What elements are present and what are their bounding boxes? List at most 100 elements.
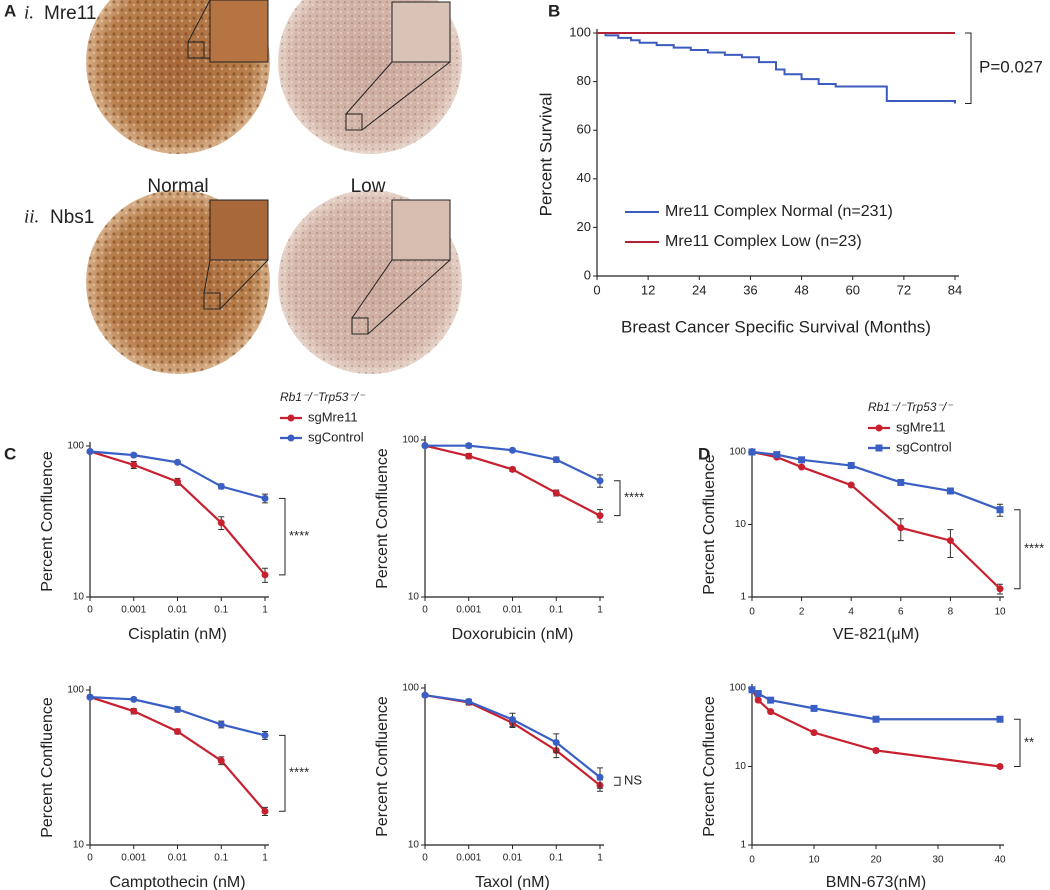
legend-label: sgMre11 <box>308 409 358 424</box>
bracket <box>614 480 621 517</box>
bracket <box>279 734 286 812</box>
line <box>751 689 1001 768</box>
y-axis-label: Percent Confluence <box>39 451 56 592</box>
y-tick-label: 40 <box>577 170 591 185</box>
axis <box>751 684 1004 846</box>
x-tick-label: 24 <box>692 282 706 297</box>
y-tick-label: 1 <box>740 840 746 851</box>
line <box>89 696 266 813</box>
x-tick-label: 0.001 <box>121 853 146 864</box>
annotation: P=0.027 <box>979 58 1043 77</box>
chart: 10 100 0 0.001 0.01 0.1 1 Camptothecin (nM) Perc… <box>39 685 309 890</box>
point <box>897 478 905 486</box>
x-tick-label: 0.001 <box>121 605 146 616</box>
x-tick-label: 4 <box>848 607 854 618</box>
point <box>261 571 269 579</box>
legend-title: Rb1⁻/⁻Trp53⁻/⁻ <box>280 390 366 404</box>
x-tick-label: 84 <box>948 282 962 297</box>
point <box>798 456 806 464</box>
annotation: **** <box>1024 541 1044 556</box>
x-tick-label: 6 <box>898 607 904 618</box>
point <box>217 482 225 490</box>
x-tick-label: 10 <box>808 855 820 866</box>
point <box>174 458 181 466</box>
point <box>86 447 94 455</box>
x-axis-label: Breast Cancer Specific Survival (Months) <box>621 317 931 336</box>
point <box>996 506 1004 514</box>
panel-a: A i. Mre11 ii. Nbs1 Normal Low <box>4 0 462 374</box>
panel-label: C <box>4 444 16 463</box>
bracket <box>279 497 286 576</box>
y-tick-label: 20 <box>577 219 591 234</box>
x-axis-label: VE-821(μM) <box>833 626 920 643</box>
line <box>751 450 1001 511</box>
point <box>552 489 560 497</box>
point <box>217 720 225 728</box>
axis <box>424 436 604 598</box>
x-tick-label: 36 <box>743 282 757 297</box>
line <box>89 450 266 576</box>
chart: 10 100 0 0.001 0.01 0.1 1 Doxorubicin (nM) Perce… <box>374 435 644 644</box>
x-axis-label: Taxol (nM) <box>475 874 550 890</box>
x-tick-label: 30 <box>932 855 944 866</box>
annotation: ** <box>1024 734 1034 749</box>
x-tick-label: 0.1 <box>549 605 563 616</box>
y-axis-label: Percent Confluence <box>701 454 718 595</box>
annotation: NS <box>624 773 642 788</box>
x-tick-label: 0 <box>422 605 428 616</box>
y-axis-label: Percent Confluence <box>39 697 56 838</box>
column-label: Low <box>351 176 386 197</box>
point <box>509 716 516 724</box>
x-tick-label: 0.1 <box>549 853 563 864</box>
point <box>130 695 138 703</box>
row-label: Mre11 <box>44 3 96 24</box>
point <box>754 696 762 704</box>
point <box>261 807 269 815</box>
point <box>767 696 775 704</box>
panel-label: D <box>698 444 710 463</box>
y-tick-label: 100 <box>402 683 419 694</box>
point <box>552 738 560 746</box>
point <box>465 442 473 450</box>
line <box>424 694 601 787</box>
y-tick-label: 100 <box>729 683 746 694</box>
y-tick-label: 100 <box>569 24 591 39</box>
x-tick-label: 0.01 <box>168 853 188 864</box>
y-tick-label: 10 <box>73 840 85 851</box>
y-tick-label: 10 <box>73 592 85 603</box>
annotation: **** <box>289 765 309 780</box>
x-tick-label: 0 <box>422 853 428 864</box>
x-tick-label: 0 <box>593 282 600 297</box>
point <box>465 452 473 460</box>
point <box>996 585 1004 593</box>
point <box>847 481 855 489</box>
point <box>174 727 181 735</box>
legend-box <box>615 196 960 258</box>
point <box>261 494 269 502</box>
axis <box>424 684 604 846</box>
bracket <box>614 776 621 786</box>
legend-marker <box>875 444 883 452</box>
legend-marker <box>875 424 883 432</box>
legend-marker <box>287 434 295 442</box>
annotation: **** <box>289 528 309 543</box>
x-tick-label: 60 <box>845 282 859 297</box>
chart: D 1 10 100 0 2 4 6 8 10 VE-821(μM) Percent Confluen… <box>698 400 1044 643</box>
point <box>421 442 429 450</box>
line <box>751 688 1000 721</box>
x-tick-label: 10 <box>994 607 1006 618</box>
point <box>767 708 775 716</box>
point <box>130 707 138 715</box>
row-label: Nbs1 <box>50 207 94 228</box>
y-tick-label: 100 <box>729 447 746 458</box>
legend-label: Mre11 Complex Normal (n=231) <box>665 203 893 220</box>
y-tick-label: 10 <box>408 840 420 851</box>
point <box>174 478 181 486</box>
y-axis-label: Percent Confluence <box>701 696 718 837</box>
legend-label: sgControl <box>896 439 952 454</box>
point <box>217 757 225 765</box>
point <box>174 705 181 713</box>
point <box>748 448 756 456</box>
x-tick-label: 0 <box>749 607 755 618</box>
y-axis-label: Percent Confluence <box>374 448 391 589</box>
